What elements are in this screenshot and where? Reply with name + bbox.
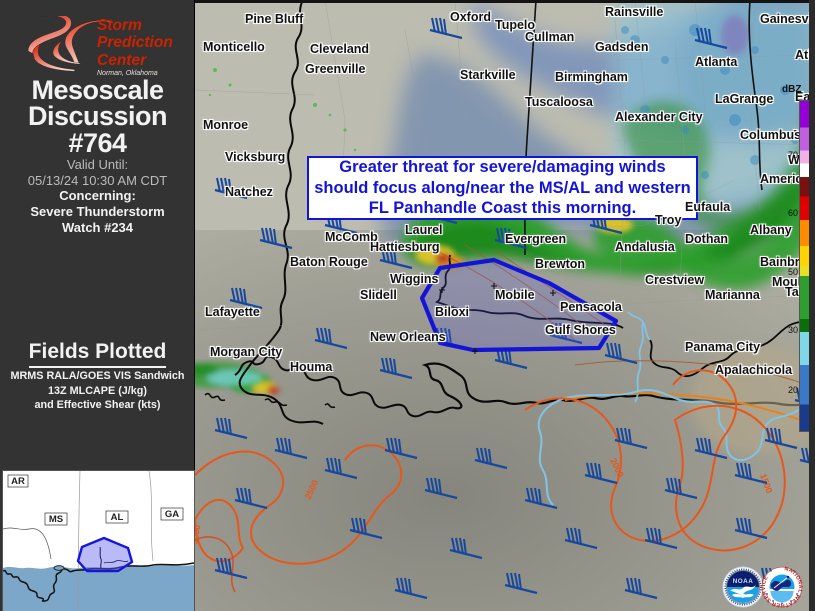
svg-text:AR: AR [11, 476, 25, 487]
svg-text:NOAA: NOAA [733, 578, 754, 585]
svg-text:GA: GA [165, 509, 179, 520]
svg-text:MS: MS [49, 514, 63, 525]
svg-text:AL: AL [111, 512, 124, 523]
